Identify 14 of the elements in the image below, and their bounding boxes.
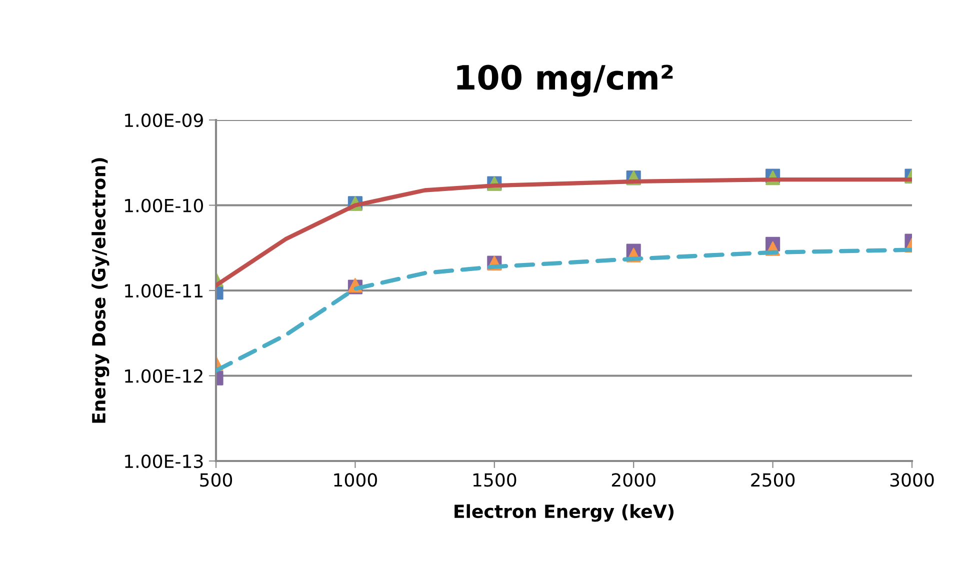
y-tick-label: 1.00E-09 xyxy=(125,113,203,128)
x-tick-label: 3000 xyxy=(890,473,934,487)
x-tick-label: 1500 xyxy=(473,473,516,487)
x-axis-title: Electron Energy (keV) xyxy=(454,504,674,522)
x-tick-label: 1000 xyxy=(334,473,377,487)
chart-title: 100 mg/cm² xyxy=(457,64,673,97)
y-tick-label: 1.00E-10 xyxy=(125,198,203,212)
x-tick-label: 2500 xyxy=(751,473,795,487)
y-tick-label: 1.00E-11 xyxy=(125,284,203,298)
y-tick-label: 1.00E-13 xyxy=(125,454,203,468)
y-tick-label: 1.00E-12 xyxy=(125,369,202,383)
x-tick-label: 500 xyxy=(200,473,232,487)
y-axis-title: Energy Dose (Gy/electron) xyxy=(92,158,110,423)
x-tick-label: 2000 xyxy=(612,473,656,487)
